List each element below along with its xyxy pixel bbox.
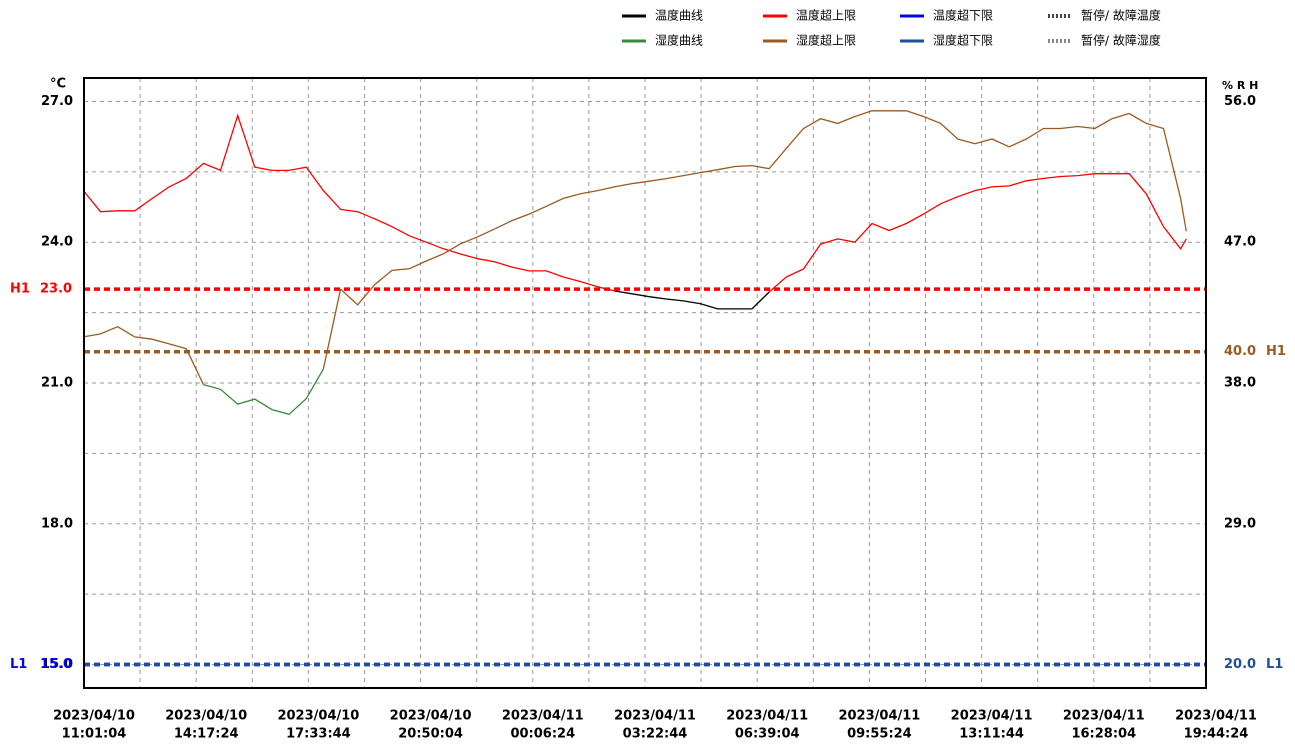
series-line <box>786 173 1187 278</box>
x-tick-time: 19:44:24 <box>1184 727 1249 742</box>
x-tick-date: 2023/04/11 <box>614 709 696 724</box>
x-tick-date: 2023/04/11 <box>726 709 808 724</box>
y-tick-label: 21.0 <box>41 376 73 391</box>
series-line <box>83 325 187 350</box>
series-line <box>340 110 1187 306</box>
legend-label: 湿度超上限 <box>796 33 856 48</box>
legend-label: 暂停/ 故障湿度 <box>1081 33 1161 48</box>
legend-label: 湿度超下限 <box>933 33 993 48</box>
series-connector <box>768 276 787 293</box>
x-tick-date: 2023/04/11 <box>1175 709 1257 724</box>
limit-value: 20.0 <box>1224 657 1256 672</box>
limit-label: L1 <box>1266 657 1283 672</box>
series-connector <box>322 289 342 370</box>
x-tick-date: 2023/04/10 <box>53 709 135 724</box>
y2-tick-label: 29.0 <box>1224 516 1256 531</box>
x-tick-date: 2023/04/10 <box>277 709 359 724</box>
x-tick-date: 2023/04/10 <box>165 709 247 724</box>
y-unit: °C <box>50 77 66 92</box>
legend-label: 温度超下限 <box>933 8 993 23</box>
x-tick-date: 2023/04/10 <box>390 709 472 724</box>
x-tick-time: 13:11:44 <box>959 727 1024 742</box>
y2-unit: % R H <box>1222 79 1258 92</box>
series-connector <box>185 348 204 385</box>
limit-label: L1 <box>10 657 27 672</box>
x-tick-date: 2023/04/11 <box>951 709 1033 724</box>
y2-tick-label: 56.0 <box>1224 94 1256 109</box>
limit-label: H1 <box>10 282 30 297</box>
x-tick-date: 2023/04/11 <box>1063 709 1145 724</box>
series-line <box>82 113 598 288</box>
y2-tick-label: 47.0 <box>1224 235 1256 250</box>
limit-value: 40.0 <box>1224 344 1256 359</box>
series-connector <box>597 286 616 292</box>
y-tick-label: 27.0 <box>41 94 73 109</box>
x-tick-time: 09:55:24 <box>847 727 912 742</box>
x-tick-time: 14:17:24 <box>174 727 239 742</box>
plot-frame <box>83 77 1207 689</box>
x-tick-date: 2023/04/11 <box>838 709 920 724</box>
x-tick-time: 03:22:44 <box>623 727 688 742</box>
limit-value: 23.0 <box>40 282 72 297</box>
series-line <box>614 290 770 310</box>
y2-tick-label: 38.0 <box>1224 376 1256 391</box>
y-tick-label: 15.0 <box>41 657 73 672</box>
limit-value: 15.0 <box>40 657 72 672</box>
legend-label: 温度超上限 <box>796 8 856 23</box>
x-tick-time: 00:06:24 <box>510 727 575 742</box>
x-tick-time: 06:39:04 <box>735 727 800 742</box>
legend-label: 暂停/ 故障温度 <box>1081 8 1161 23</box>
x-tick-time: 16:28:04 <box>1071 727 1136 742</box>
legend-label: 温度曲线 <box>655 8 703 23</box>
y-tick-label: 18.0 <box>41 516 73 531</box>
x-tick-date: 2023/04/11 <box>502 709 584 724</box>
series-line <box>203 368 324 416</box>
x-tick-time: 11:01:04 <box>62 727 127 742</box>
legend-label: 湿度曲线 <box>655 33 703 48</box>
x-tick-time: 17:33:44 <box>286 727 351 742</box>
y-tick-label: 24.0 <box>41 235 73 250</box>
limit-label: H1 <box>1266 344 1286 359</box>
x-tick-time: 20:50:04 <box>398 727 463 742</box>
